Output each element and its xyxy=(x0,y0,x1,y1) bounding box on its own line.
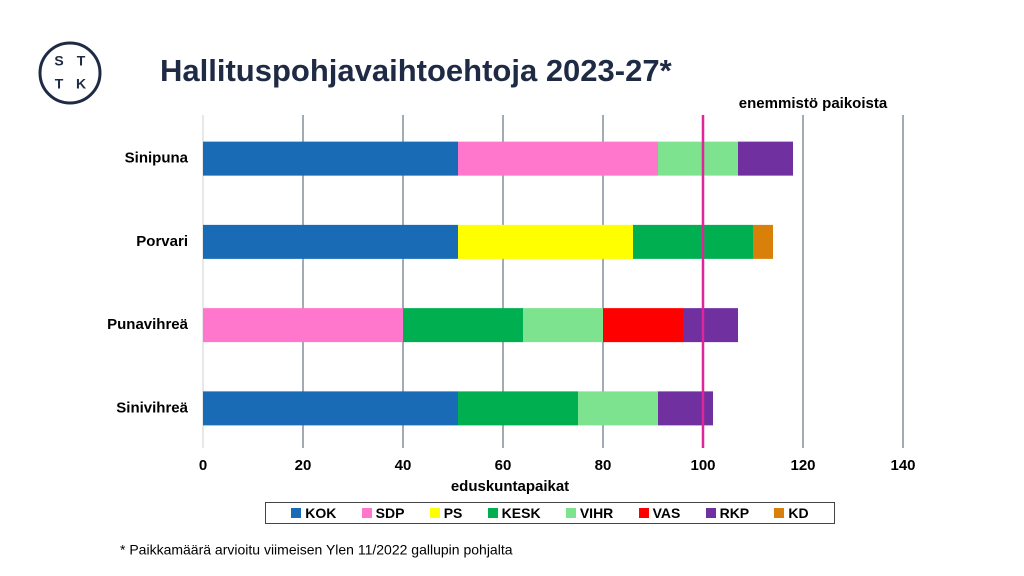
legend-item: SDP xyxy=(361,505,405,521)
legend-item: PS xyxy=(429,505,463,521)
x-tick-label: 120 xyxy=(790,457,815,474)
majority-label: enemmistö paikoista xyxy=(739,95,888,112)
bar-segment xyxy=(578,391,658,426)
legend-item: VAS xyxy=(638,505,681,521)
logo-letter: T xyxy=(55,76,64,92)
legend-label: KOK xyxy=(305,505,337,521)
legend-swatch xyxy=(429,508,440,518)
legend-label: VIHR xyxy=(579,505,614,521)
bar-segment xyxy=(203,224,458,259)
bar-segment xyxy=(658,391,713,426)
legend-swatch xyxy=(565,508,576,518)
y-tick-label: Porvari xyxy=(136,233,188,250)
bar-segment xyxy=(203,391,458,426)
bar-segment xyxy=(603,308,683,343)
logo-circle xyxy=(38,41,102,105)
x-tick-label: 100 xyxy=(690,457,715,474)
y-tick-label: Punavihreä xyxy=(107,316,189,333)
bar-segment xyxy=(523,308,603,343)
x-tick-label: 0 xyxy=(199,457,207,474)
legend-swatch xyxy=(774,508,785,518)
x-tick-label: 40 xyxy=(395,457,412,474)
legend-item: KD xyxy=(774,505,809,521)
x-tick-label: 140 xyxy=(890,457,915,474)
bar-segment xyxy=(633,224,753,259)
x-tick-label: 80 xyxy=(595,457,612,474)
legend-swatch xyxy=(705,508,716,518)
bar-segment xyxy=(753,224,773,259)
legend-label: KESK xyxy=(501,505,541,521)
logo-letter: S xyxy=(54,53,63,69)
bar-segment xyxy=(458,141,658,176)
footnote: * Paikkamäärä arvioitu viimeisen Ylen 11… xyxy=(120,542,513,558)
legend-label: PS xyxy=(443,505,463,521)
legend-item: VIHR xyxy=(565,505,614,521)
bar-segment xyxy=(203,308,403,343)
legend-item: KESK xyxy=(487,505,541,521)
bar-segment xyxy=(683,308,738,343)
x-tick-label: 20 xyxy=(295,457,312,474)
chart-title: Hallituspohjavaihtoehtoja 2023-27* xyxy=(160,53,673,88)
x-tick-label: 60 xyxy=(495,457,512,474)
bar-segment xyxy=(403,308,523,343)
y-tick-label: Sinivihreä xyxy=(116,399,188,416)
bar-segment xyxy=(203,141,458,176)
legend-swatch xyxy=(638,508,649,518)
bar-segment xyxy=(658,141,738,176)
legend-item: RKP xyxy=(705,505,750,521)
bar-segment xyxy=(738,141,793,176)
legend-label: KD xyxy=(788,505,809,521)
legend-label: VAS xyxy=(652,505,681,521)
legend-label: RKP xyxy=(719,505,750,521)
y-tick-label: Sinipuna xyxy=(125,150,189,167)
logo-letter: T xyxy=(77,53,86,69)
legend: KOK SDP PS KESK VIHR VAS RKP KD xyxy=(265,502,835,524)
legend-swatch xyxy=(291,508,302,518)
logo-letter: K xyxy=(76,76,86,92)
legend-swatch xyxy=(361,508,372,518)
legend-swatch xyxy=(487,508,498,518)
legend-item: KOK xyxy=(291,505,336,521)
bar-segment xyxy=(458,224,633,259)
bar-segment xyxy=(458,391,578,426)
x-axis-label: eduskuntapaikat xyxy=(451,478,569,495)
legend-label: SDP xyxy=(375,505,405,521)
